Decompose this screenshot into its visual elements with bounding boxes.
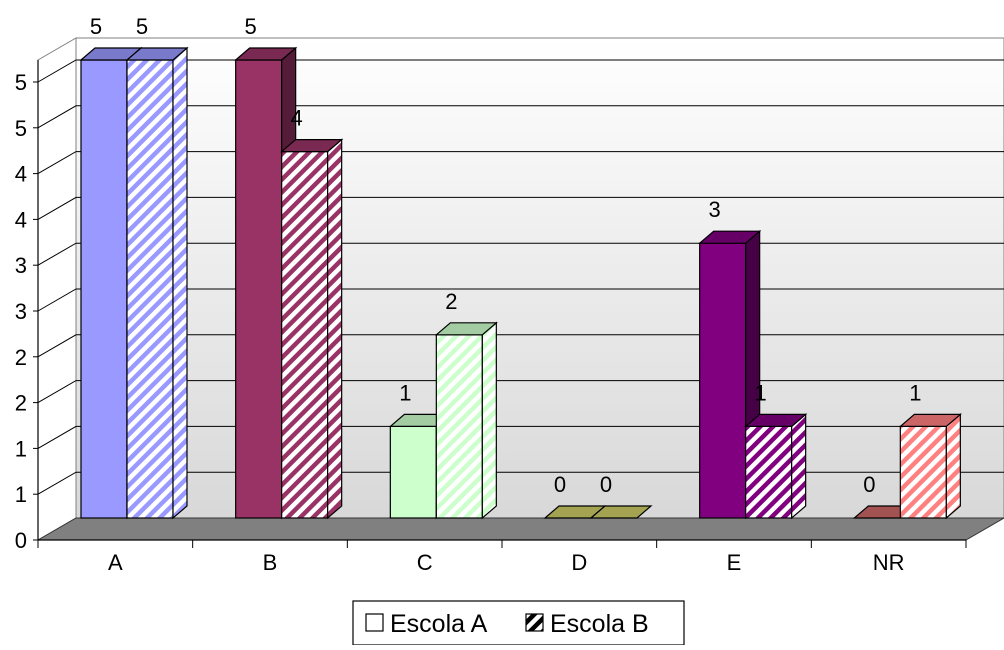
bar-escola-b-e (744, 413, 808, 520)
gridline (37, 59, 1004, 83)
bar-side (327, 138, 343, 520)
y-tick-label: 2 (15, 391, 27, 416)
bar-front (745, 425, 793, 519)
data-labels: 5 5 5 4 1 2 0 0 3 1 0 1 (90, 14, 922, 497)
data-label-escola-a-e: 3 (709, 197, 721, 222)
bar-escola-b-b (280, 138, 344, 520)
legend-swatch-escola-a (365, 613, 384, 632)
y-tick-label: 2 (15, 345, 27, 370)
legend-label-escola-a: Escola A (390, 610, 488, 638)
bar-front (389, 425, 437, 519)
gridline (37, 151, 1004, 175)
bars (79, 46, 962, 520)
bar-side (791, 413, 807, 520)
x-axis-ticks: A B C D E NR (37, 540, 967, 575)
data-label-escola-b-nr: 1 (909, 380, 921, 405)
bar-front (235, 59, 283, 519)
data-label-escola-b-a: 5 (136, 14, 148, 39)
floor-plane (36, 517, 1004, 541)
y-tick-label: 4 (15, 162, 27, 187)
data-label-escola-a-b: 5 (245, 14, 257, 39)
y-tick-label: 5 (15, 70, 27, 95)
bar-top (234, 47, 298, 61)
y-axis-ticks: 0 1 1 2 2 3 3 4 4 5 5 (15, 70, 38, 553)
bar-front (899, 425, 947, 519)
gridline (37, 425, 1004, 449)
legend-swatch-escola-b (525, 613, 544, 632)
data-label-escola-a-nr: 0 (863, 472, 875, 497)
data-label-escola-a-c: 1 (399, 380, 411, 405)
gridlines (37, 59, 1004, 495)
bar-front (435, 334, 483, 519)
bar-side (172, 46, 188, 520)
y-tick-label: 1 (15, 482, 27, 507)
bar-front (126, 59, 174, 519)
data-label-escola-a-d: 0 (554, 472, 566, 497)
legend-box (352, 600, 685, 646)
bar-top (125, 47, 189, 61)
y-tick-label: 3 (15, 299, 27, 324)
plot-walls (37, 37, 1004, 541)
gridline (37, 242, 1004, 266)
bar-top (898, 413, 962, 427)
data-label-escola-b-b: 4 (291, 106, 303, 131)
plot-floor (36, 517, 1004, 541)
bar-top (280, 139, 344, 153)
bar-side (481, 321, 497, 520)
y-tick-label: 0 (15, 528, 27, 553)
data-label-escola-b-d: 0 (600, 472, 612, 497)
bar-top (589, 505, 653, 519)
bar-top (434, 322, 498, 336)
x-tick-label-e: E (727, 550, 742, 575)
y-tick-label: 1 (15, 436, 27, 461)
x-tick-label-d: D (571, 550, 587, 575)
legend-label-escola-b: Escola B (550, 610, 649, 638)
y-tick-label: 5 (15, 116, 27, 141)
gridline (37, 105, 1004, 129)
bar-top (744, 413, 808, 427)
x-tick-label-b: B (263, 550, 278, 575)
bar-front (699, 242, 747, 519)
gridline (37, 380, 1004, 404)
gridline (37, 471, 1004, 495)
bar-front (281, 151, 329, 519)
data-label-escola-b-e: 1 (755, 380, 767, 405)
gridline (37, 334, 1004, 358)
x-tick-label-c: C (417, 550, 433, 575)
data-label-escola-b-c: 2 (445, 289, 457, 314)
side-wall (37, 37, 77, 541)
bar-side (945, 413, 961, 520)
legend: Escola A Escola B (352, 600, 685, 646)
bar-escola-b-d (589, 505, 653, 519)
bar-escola-b-nr (898, 413, 962, 520)
back-wall (75, 37, 1004, 519)
bar-front (80, 59, 128, 519)
gridline (37, 288, 1004, 312)
bar-escola-b-c (434, 321, 498, 520)
bar-escola-b-a (125, 46, 189, 520)
x-tick-label-nr: NR (873, 550, 905, 575)
x-tick-label-a: A (108, 550, 123, 575)
y-tick-label: 3 (15, 253, 27, 278)
data-label-escola-a-a: 5 (90, 14, 102, 39)
y-tick-label: 4 (15, 207, 27, 232)
gridline (37, 196, 1004, 220)
bar-top (698, 230, 762, 244)
